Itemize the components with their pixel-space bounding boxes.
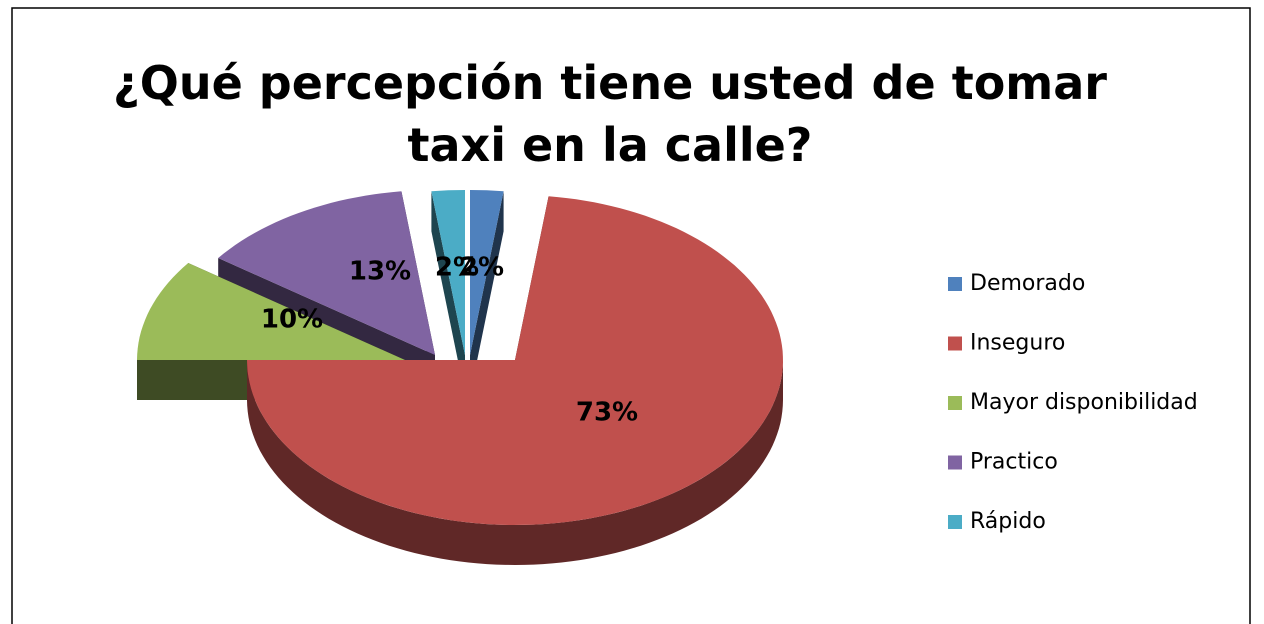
data-label: 73% <box>576 398 638 428</box>
data-label: 13% <box>349 257 411 287</box>
legend-swatch <box>948 336 962 351</box>
pie-slice <box>137 263 405 360</box>
pie-slice <box>247 196 783 526</box>
pie-slice <box>470 190 504 355</box>
slice-wall <box>247 360 783 565</box>
legend-label: Mayor disponibilidad <box>970 390 1198 415</box>
legend-swatch <box>948 455 962 470</box>
legend-label: Rápido <box>970 509 1046 534</box>
chart-frame <box>11 7 1251 624</box>
legend-swatch <box>948 515 962 529</box>
chart-title: ¿Qué percepción tiene usted de tomar tax… <box>113 56 1107 172</box>
legend-label: Practico <box>970 450 1058 475</box>
legend-swatch <box>948 396 962 410</box>
data-label: 2% <box>460 253 504 283</box>
pie-slice <box>431 190 465 355</box>
data-label: 2% <box>435 253 479 283</box>
slice-side <box>431 191 465 395</box>
legend-swatch <box>948 277 962 291</box>
slice-side <box>470 191 504 395</box>
legend-label: Demorado <box>970 271 1085 296</box>
pie-slice <box>218 191 435 355</box>
legend-label: Inseguro <box>970 331 1065 356</box>
data-label: 10% <box>261 305 323 335</box>
